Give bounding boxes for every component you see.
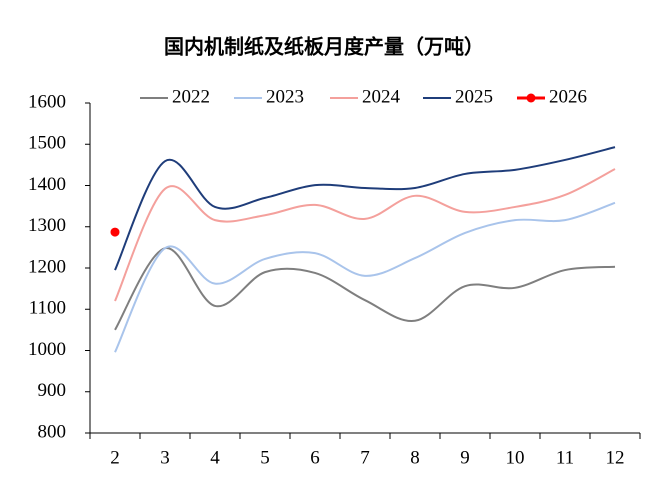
legend-marker xyxy=(526,93,536,103)
x-tick-label: 11 xyxy=(556,447,574,468)
x-tick-label: 12 xyxy=(606,447,625,468)
y-tick-label: 1400 xyxy=(28,174,66,195)
x-tick-label: 10 xyxy=(506,447,525,468)
series-line xyxy=(114,201,616,353)
x-tick-label: 4 xyxy=(210,447,220,468)
legend-label: 2026 xyxy=(549,86,587,107)
y-tick-label: 1600 xyxy=(28,91,66,112)
legend-label: 2022 xyxy=(172,86,210,107)
series-marker xyxy=(110,227,120,237)
x-tick-label: 2 xyxy=(110,447,120,468)
y-tick-label: 1000 xyxy=(28,339,66,360)
x-tick-label: 9 xyxy=(460,447,470,468)
x-tick-label: 8 xyxy=(410,447,420,468)
y-tick-label: 800 xyxy=(38,421,67,442)
legend-label: 2025 xyxy=(455,86,493,107)
y-tick-label: 1500 xyxy=(28,133,66,154)
y-tick-label: 1200 xyxy=(28,256,66,277)
x-tick-label: 7 xyxy=(360,447,370,468)
y-tick-label: 1100 xyxy=(29,298,66,319)
x-tick-label: 6 xyxy=(310,447,320,468)
series-line xyxy=(114,247,616,331)
x-tick-label: 3 xyxy=(160,447,170,468)
y-tick-label: 900 xyxy=(38,380,67,401)
y-tick-label: 1300 xyxy=(28,215,66,236)
series-line xyxy=(114,168,616,302)
chart-title: 国内机制纸及纸板月度产量（万吨） xyxy=(164,35,484,59)
x-tick-label: 5 xyxy=(260,447,270,468)
series-line xyxy=(114,146,616,271)
legend-label: 2023 xyxy=(266,86,304,107)
legend-label: 2024 xyxy=(362,86,401,107)
